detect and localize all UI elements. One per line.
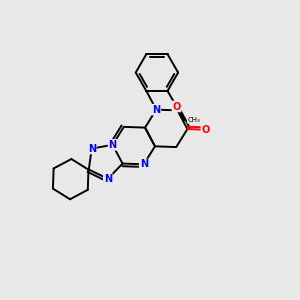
- Text: N: N: [109, 140, 117, 150]
- Text: O: O: [201, 125, 209, 135]
- Text: N: N: [88, 143, 96, 154]
- Text: N: N: [152, 105, 160, 115]
- Text: O: O: [172, 101, 181, 112]
- Text: N: N: [104, 174, 112, 184]
- Text: N: N: [140, 159, 148, 169]
- Text: CH₃: CH₃: [188, 117, 200, 123]
